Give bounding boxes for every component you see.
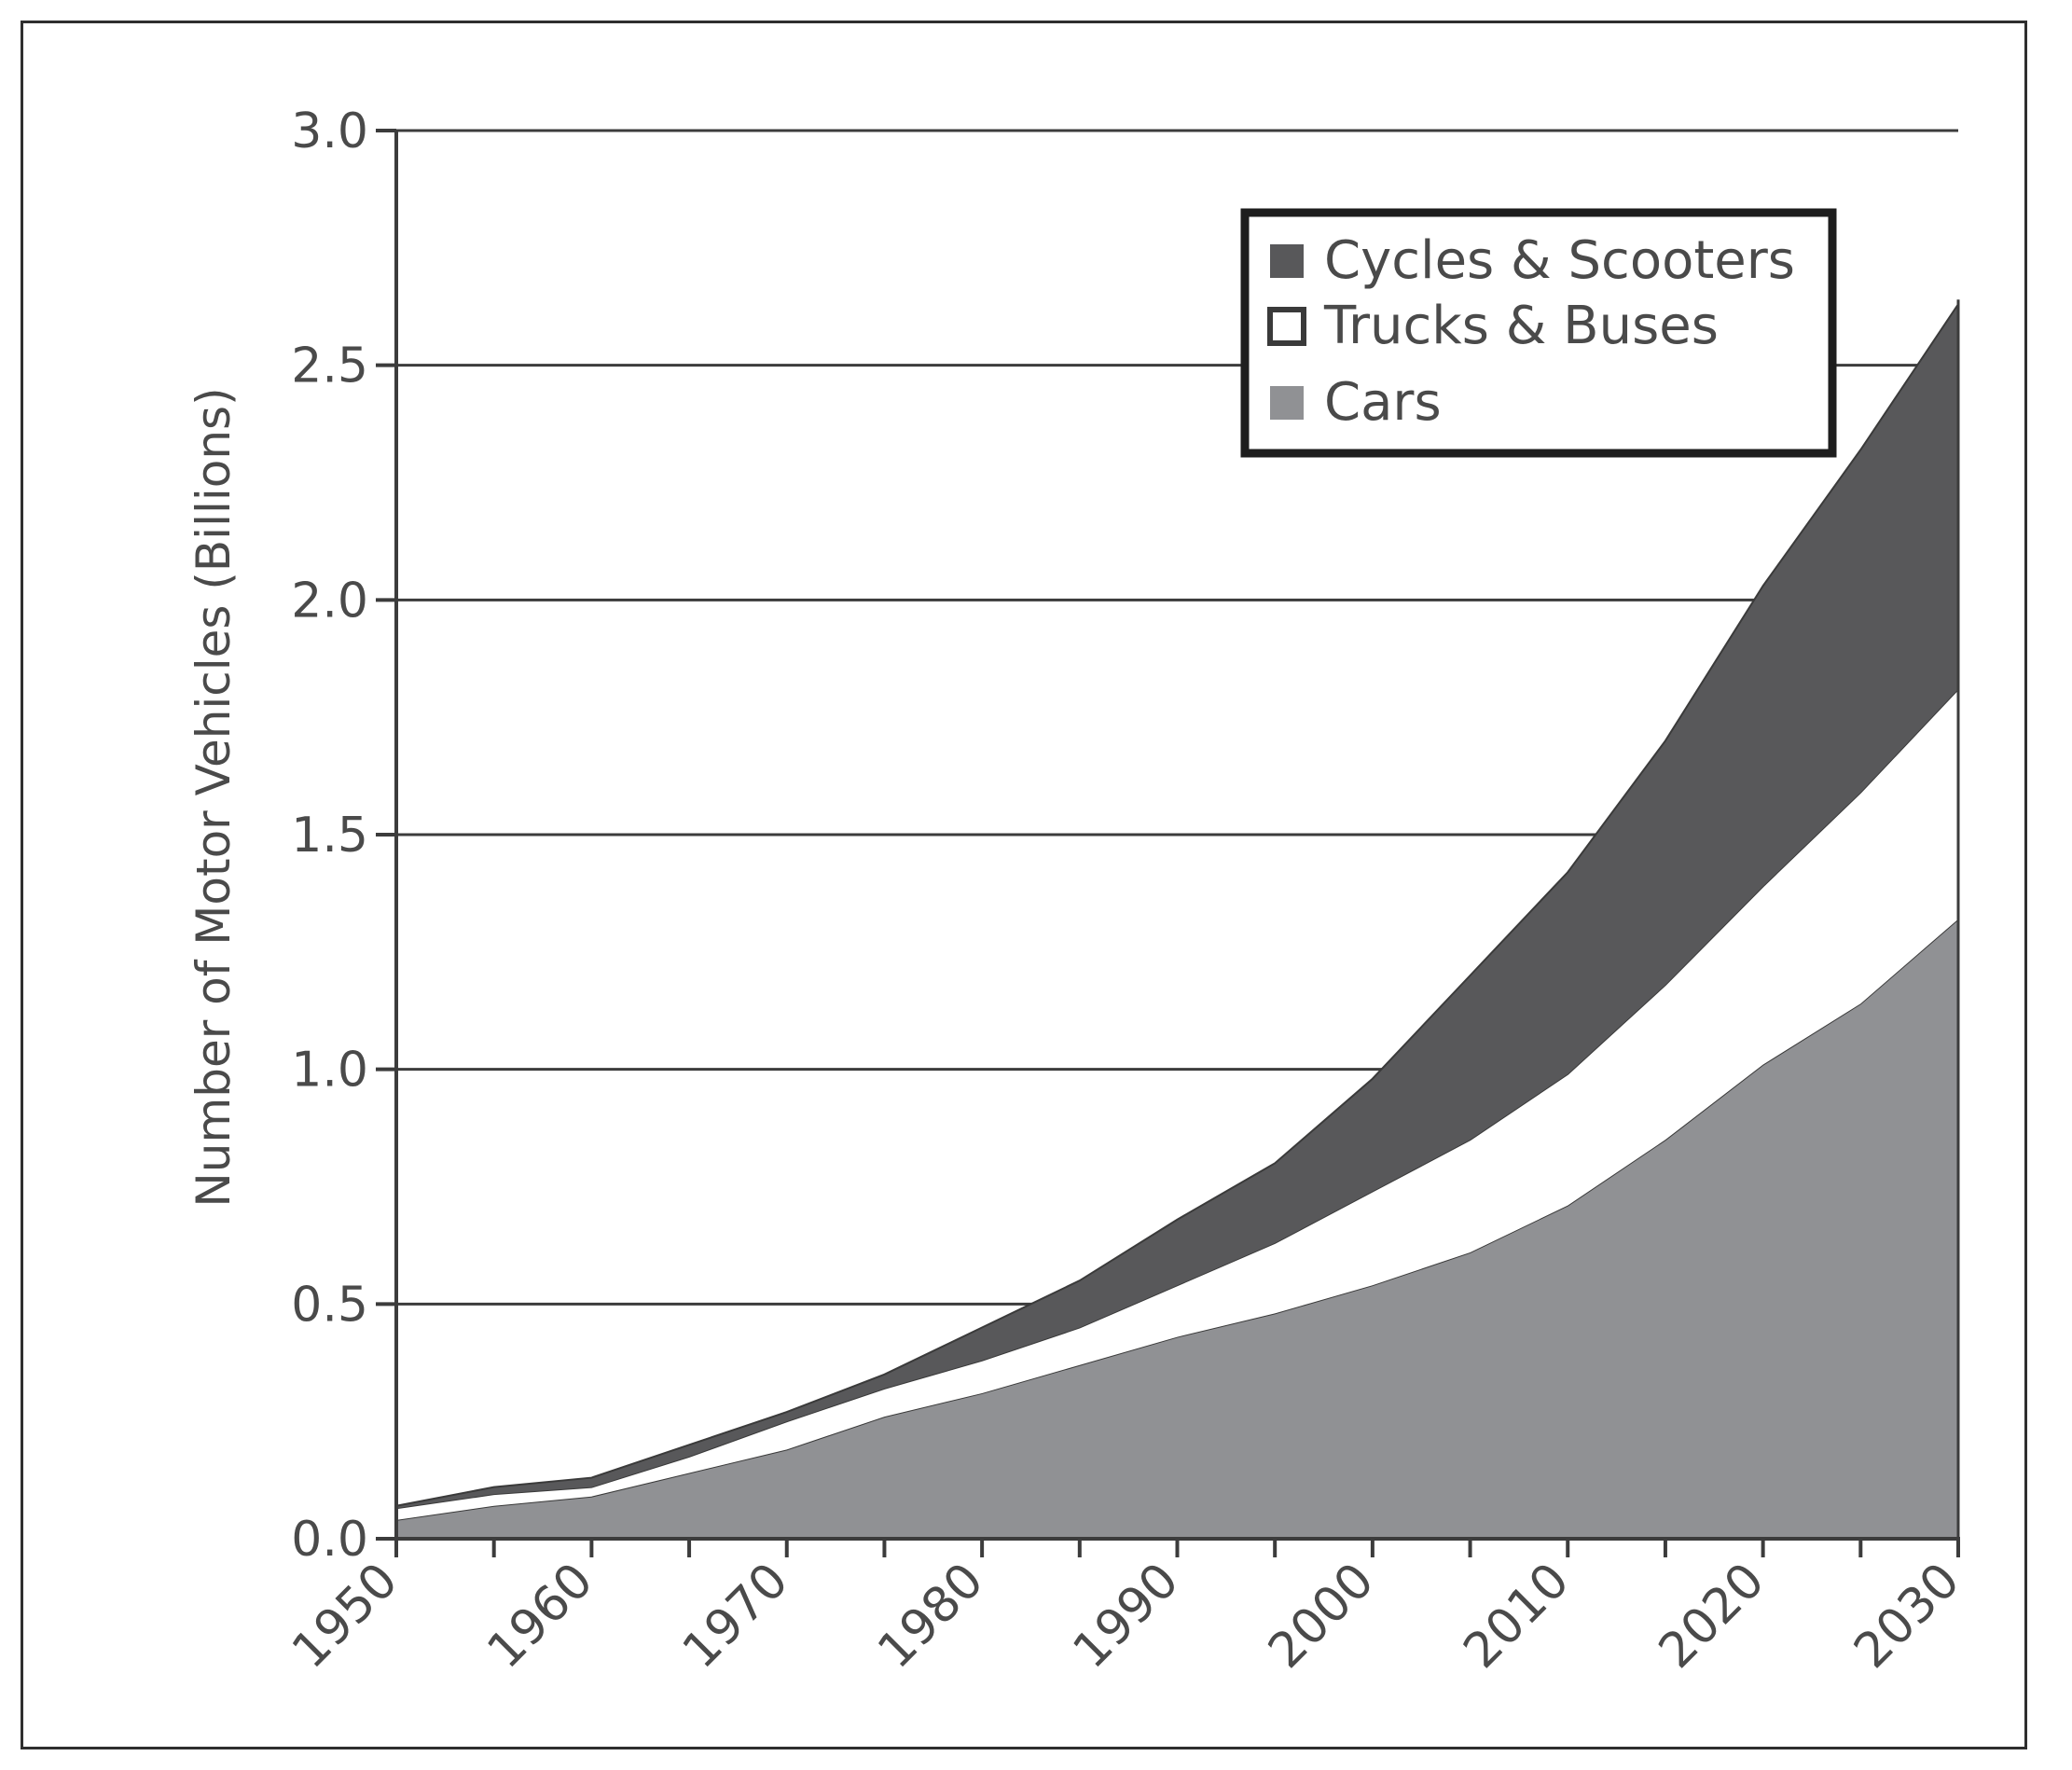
x-tick-label: 1970 — [672, 1553, 799, 1680]
y-tick-label: 1.0 — [291, 1043, 368, 1099]
x-tick-label: 2010 — [1453, 1553, 1580, 1680]
legend-box — [1240, 208, 1837, 458]
y-tick-label: 0.5 — [291, 1277, 368, 1333]
x-tick-label: 1980 — [867, 1553, 994, 1680]
x-tick-labels: 1950 1960 1970 1980 1990 2000 2010 2020 2030 — [282, 1539, 1970, 1680]
area-trucks-buses — [396, 688, 1958, 1520]
area-cars — [396, 919, 1958, 1539]
y-tick-label: 2.0 — [291, 573, 368, 629]
y-tick-label: 0.0 — [291, 1512, 368, 1568]
y-tick-label: 2.5 — [291, 339, 368, 394]
x-tick-label: 2020 — [1649, 1553, 1775, 1680]
legend-swatch-cars — [1270, 386, 1304, 420]
chart-frame — [21, 21, 2027, 1749]
area-edge-cycles-scooters — [395, 303, 1959, 1507]
x-tick-label: 2030 — [1844, 1553, 1970, 1680]
legend-label-cycles-scooters: Cycles & Scooters — [1324, 230, 1795, 291]
legend-label-cars: Cars — [1324, 372, 1442, 433]
y-tick-labels: 0.0 0.5 1.0 1.5 2.0 2.5 3.0 — [291, 104, 396, 1568]
legend-swatch-cycles-scooters — [1270, 244, 1304, 278]
y-tick-label: 1.5 — [291, 808, 368, 864]
legend-swatch-trucks-buses — [1267, 307, 1306, 346]
x-tick-label: 1960 — [477, 1553, 604, 1680]
y-axis-title: Number of Motor Vehicles (Billions) — [186, 387, 241, 1207]
x-tick-label: 2000 — [1258, 1553, 1385, 1680]
area-series — [395, 303, 1959, 1539]
y-tick-label: 3.0 — [291, 104, 368, 159]
area-cycles-scooters — [396, 304, 1958, 1509]
legend-label-trucks-buses: Trucks & Buses — [1323, 296, 1719, 356]
x-tick-label: 1990 — [1063, 1553, 1190, 1680]
x-tick-label: 1950 — [282, 1553, 408, 1680]
